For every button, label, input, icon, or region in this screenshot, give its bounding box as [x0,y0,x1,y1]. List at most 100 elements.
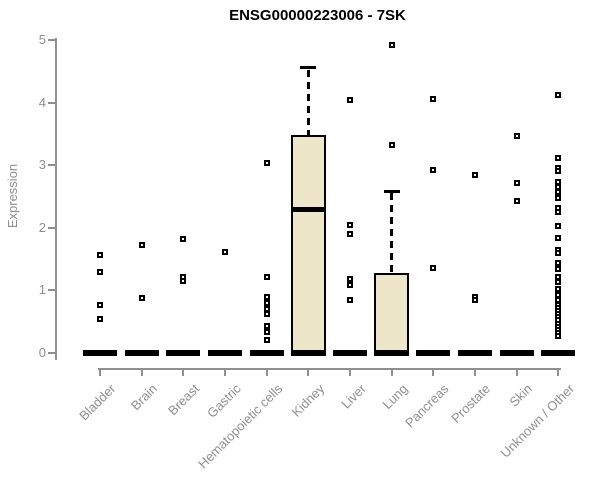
category-label: Bladder [76,381,119,424]
box [290,135,326,356]
chart-title: ENSG00000223006 - 7SK [229,7,406,24]
category-label: Pancreas [402,381,452,431]
outlier-point [555,259,562,266]
zero-median-bar [166,350,201,356]
zero-median-bar [124,350,159,356]
zero-median-bar [416,350,451,356]
outlier-point [555,296,562,303]
x-tick [182,368,185,376]
zero-median-bar [499,350,534,356]
y-tick-label: 1 [38,282,46,298]
outlier-point [555,333,562,340]
x-axis-line [98,368,561,370]
outlier-point [346,97,353,104]
outlier-point [263,299,270,306]
category-label: Skin [506,381,536,410]
median-line [290,206,326,212]
outlier-point [263,323,270,330]
outlier-point [513,197,520,204]
outlier-point [263,329,270,336]
category-label: Unknown / Other [497,381,577,461]
box [374,272,410,356]
outlier-point [346,276,353,283]
x-tick [265,368,268,376]
outlier-point [513,132,520,139]
outlier-point [346,231,353,238]
outlier-point [555,189,562,196]
outlier-point [513,179,520,186]
outlier-point [555,194,562,201]
outlier-point [97,301,103,308]
outlier-point [555,222,562,229]
x-tick [473,368,476,376]
outlier-point [180,278,187,284]
y-tick [48,164,55,167]
outlier-point [555,168,562,175]
outlier-point [97,251,103,258]
outlier-point [388,141,395,148]
outlier-point [471,172,478,179]
y-tick [48,352,55,354]
zero-median-bar [291,350,326,356]
y-tick [48,289,55,292]
y-tick-label: 3 [38,157,46,173]
x-tick [432,368,435,376]
x-tick [557,368,560,376]
y-axis-line [55,38,57,360]
x-tick [390,368,393,376]
category-label: Lung [379,381,411,413]
outlier-point [263,160,270,167]
outlier-point [221,248,228,255]
zero-median-bar [374,350,409,356]
outlier-point [430,95,437,102]
category-label: Gastric [203,381,244,421]
outlier-point [97,316,103,323]
outlier-point [138,294,145,301]
whisker-cap [383,189,400,193]
outlier-point [388,42,395,48]
outlier-point [263,311,270,318]
outlier-point [555,279,562,286]
outlier-point [555,266,562,273]
outlier-point [138,241,145,248]
zero-median-bar [332,350,367,356]
x-tick [140,368,143,376]
outlier-point [555,234,562,241]
zero-median-bar [457,350,492,356]
outlier-point [555,92,562,99]
whisker-cap [300,66,317,70]
category-label: Prostate [448,381,494,426]
whisker [306,69,310,136]
x-tick [223,368,226,376]
category-label: Kidney [288,381,327,420]
outlier-point [430,264,437,271]
y-tick-label: 5 [38,32,46,47]
outlier-point [555,250,562,257]
outlier-point [555,209,562,216]
y-tick [48,101,55,104]
y-tick [48,39,55,41]
outlier-point [263,336,270,343]
y-tick-label: 4 [38,94,46,110]
y-tick-label: 2 [38,219,46,235]
x-tick [99,368,101,376]
zero-median-bar [249,350,284,356]
outlier-point [346,296,353,303]
zero-median-bar [83,350,117,356]
category-label: Liver [337,381,369,412]
outlier-point [346,281,353,288]
outlier-point [430,166,437,173]
category-label: Brain [128,381,161,414]
outlier-point [555,286,562,293]
y-tick-label: 0 [38,345,46,360]
outlier-point [180,236,187,243]
category-label: Breast [164,381,202,419]
outlier-point [555,154,562,161]
zero-median-bar [541,350,576,356]
outlier-point [346,222,353,229]
y-tick [48,226,55,229]
outlier-point [263,305,270,312]
x-tick [515,368,518,376]
outlier-point [263,293,270,300]
